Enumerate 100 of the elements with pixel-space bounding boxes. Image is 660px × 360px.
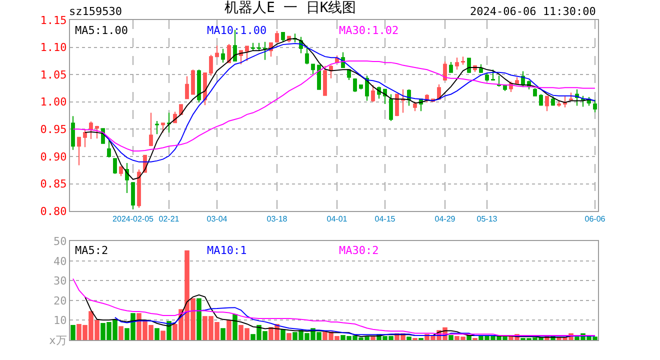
- candlestick: [581, 95, 585, 108]
- bar: [160, 330, 166, 340]
- y-tick-label: x万: [49, 334, 67, 347]
- candlestick: [371, 84, 375, 102]
- candlestick: [227, 44, 231, 64]
- text: MA10:1: [207, 244, 247, 257]
- candlestick: [551, 96, 555, 106]
- text: MA5:1.00: [75, 24, 128, 37]
- x-tick-label: 06-06: [584, 214, 606, 224]
- candlestick: [161, 122, 165, 133]
- x-tick-label: 04-15: [374, 214, 396, 224]
- candlestick: [557, 100, 561, 108]
- candlestick: [491, 69, 495, 82]
- y-tick-label: 50: [54, 234, 67, 248]
- candlestick: [323, 65, 327, 96]
- candlestick: [251, 42, 255, 52]
- candlestick: [71, 116, 75, 150]
- bar: [370, 336, 376, 340]
- candlestick: [185, 76, 189, 100]
- candlestick: [83, 128, 87, 148]
- candlestick: [197, 69, 201, 103]
- x-tick-label: 03-04: [206, 214, 228, 224]
- candlestick: [479, 64, 483, 74]
- y-tick-label: 40: [54, 254, 67, 268]
- text: sz159530: [69, 5, 122, 18]
- x-tick-label: 04-01: [326, 214, 348, 224]
- text: MA30:2: [339, 244, 379, 257]
- y-tick-label: 10: [54, 314, 67, 328]
- candlestick: [119, 166, 123, 177]
- candlestick: [533, 88, 537, 97]
- line-series: [114, 307, 596, 337]
- candlestick: [569, 92, 573, 100]
- y-tick-label: 1.10: [40, 41, 67, 54]
- candlestick: [245, 46, 249, 62]
- candlestick: [311, 64, 315, 75]
- candlestick: [215, 45, 219, 58]
- candlestick: [263, 41, 267, 60]
- candlestick: [461, 56, 465, 66]
- x-tick-label: 04-29: [434, 214, 456, 224]
- candlestick: [221, 48, 225, 64]
- candlestick: [125, 162, 129, 194]
- candlestick: [95, 125, 99, 139]
- candlestick: [167, 112, 171, 133]
- y-tick-label: 0.90: [40, 150, 67, 164]
- bar: [286, 333, 292, 340]
- candlestick: [449, 62, 453, 73]
- y-tick-label: 1.05: [40, 68, 67, 82]
- candlestick: [89, 121, 93, 140]
- candlestick: [155, 120, 159, 135]
- line-series: [84, 38, 596, 180]
- candlestick: [539, 94, 543, 106]
- candlestick: [401, 88, 405, 114]
- candlestick: [203, 72, 207, 106]
- bar: [220, 328, 226, 340]
- candlestick: [131, 182, 135, 210]
- bar: [196, 298, 202, 340]
- candlestick: [353, 78, 357, 93]
- line-series: [72, 278, 596, 336]
- candlestick: [485, 72, 489, 82]
- x-tick-label: 02-21: [158, 214, 180, 224]
- series-label: MA10:1.00: [207, 24, 267, 37]
- candlestick: [347, 69, 351, 81]
- y-tick-label: 0.95: [40, 123, 67, 136]
- bar: [406, 336, 412, 340]
- candlestick: [359, 84, 363, 90]
- x-tick-label: 05-13: [476, 214, 498, 224]
- candlestick: [497, 75, 501, 88]
- bar: [226, 320, 232, 340]
- y-tick-label: 30: [54, 274, 67, 288]
- y-tick-label: 0.80: [40, 204, 67, 218]
- candlestick: [275, 30, 279, 43]
- candlestick: [113, 158, 117, 174]
- candlestick: [107, 139, 111, 158]
- candlestick: [137, 169, 141, 208]
- candlestick: [467, 58, 471, 74]
- candlestick: [209, 54, 213, 76]
- bar: [466, 335, 472, 340]
- text: 2024-06-06 11:30:00: [470, 5, 596, 18]
- candlestick: [389, 94, 393, 122]
- candlestick: [545, 96, 549, 112]
- candlestick: [179, 104, 183, 115]
- candlestick: [281, 32, 285, 42]
- bar: [280, 329, 286, 340]
- bar: [154, 328, 160, 340]
- candlestick: [515, 76, 519, 84]
- line-series: [102, 42, 596, 162]
- candlestick: [149, 112, 153, 147]
- candlestick: [395, 94, 399, 117]
- line-series: [72, 60, 596, 152]
- x-tick-label: 03-18: [266, 214, 288, 224]
- candlestick: [455, 57, 459, 70]
- candlestick: [257, 42, 261, 52]
- chart-title: 机器人E 一 日K线图: [224, 0, 356, 16]
- bar: [232, 314, 238, 340]
- candlestick: [593, 99, 597, 113]
- candlestick: [413, 101, 417, 112]
- y-tick-label: 20: [54, 294, 67, 308]
- candlestick: [563, 96, 567, 108]
- candlestick: [317, 64, 321, 90]
- candlestick: [77, 136, 81, 166]
